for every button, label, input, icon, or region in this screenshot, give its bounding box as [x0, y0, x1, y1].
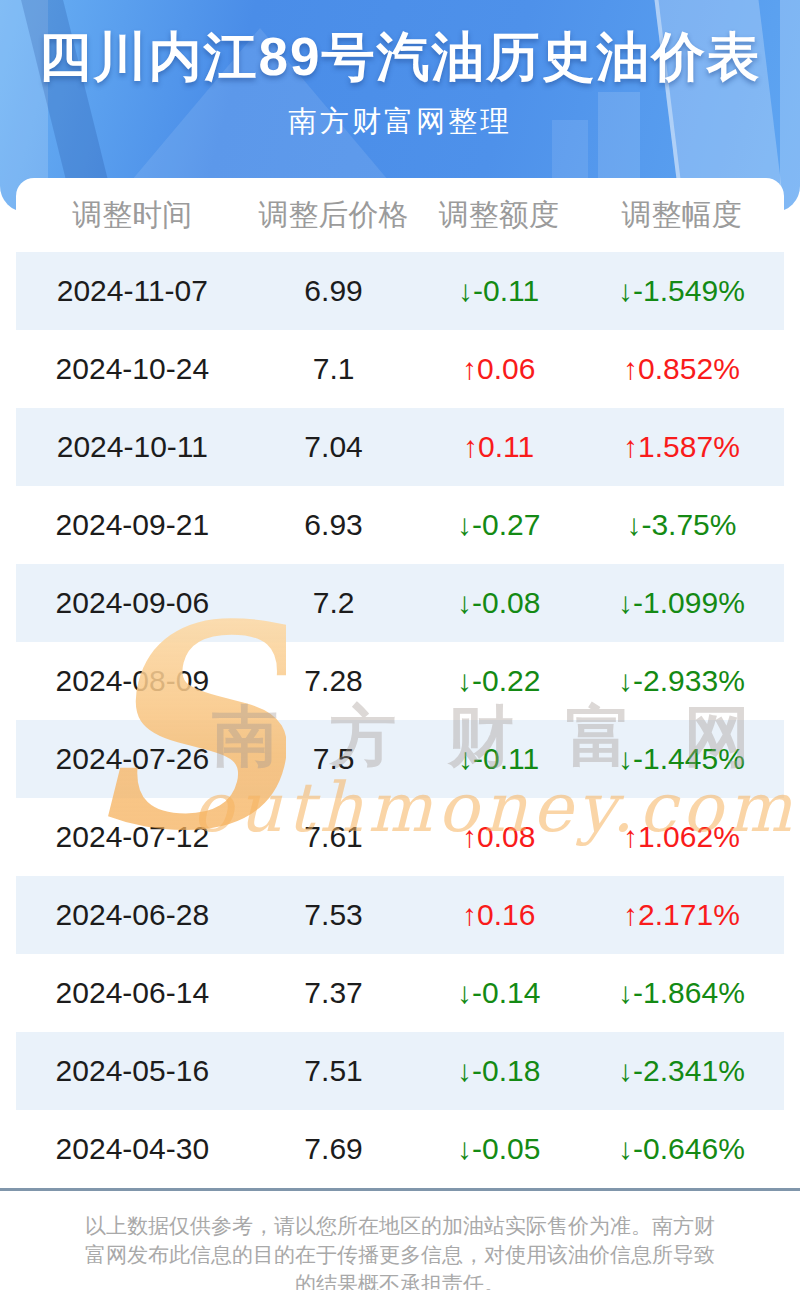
- row-change: ↓-0.11: [418, 742, 579, 776]
- row-change: ↑0.06: [418, 352, 579, 386]
- row-change: ↓-0.08: [418, 586, 579, 620]
- row-change: ↑0.11: [418, 430, 579, 464]
- row-price: 7.53: [249, 898, 419, 932]
- row-date: 2024-07-26: [16, 742, 249, 776]
- row-date: 2024-06-28: [16, 898, 249, 932]
- row-percent: ↓-1.864%: [579, 976, 784, 1010]
- row-change: ↓-0.11: [418, 274, 579, 308]
- table-row: 2024-09-21 6.93 ↓-0.27 ↓-3.75%: [16, 486, 784, 564]
- table-row: 2024-05-16 7.51 ↓-0.18 ↓-2.341%: [16, 1032, 784, 1110]
- table-row: 2024-09-06 7.2 ↓-0.08 ↓-1.099%: [16, 564, 784, 642]
- row-date: 2024-06-14: [16, 976, 249, 1010]
- row-change: ↑0.08: [418, 820, 579, 854]
- column-header-adjusted-price: 调整后价格: [249, 195, 419, 236]
- page-title: 四川内江89号汽油历史油价表: [0, 22, 800, 94]
- disclaimer-line: 富网发布此信息的目的在于传播更多信息，对使用该油价信息所导致: [0, 1240, 800, 1269]
- row-percent: ↑1.587%: [579, 430, 784, 464]
- table-row: 2024-08-09 7.28 ↓-0.22 ↓-2.933%: [16, 642, 784, 720]
- table-header-row: 调整时间 调整后价格 调整额度 调整幅度: [16, 178, 784, 252]
- row-price: 6.93: [249, 508, 419, 542]
- row-percent: ↓-0.646%: [579, 1132, 784, 1166]
- row-percent: ↑0.852%: [579, 352, 784, 386]
- row-percent: ↓-3.75%: [579, 508, 784, 542]
- column-header-adjust-time: 调整时间: [16, 195, 249, 236]
- row-date: 2024-05-16: [16, 1054, 249, 1088]
- price-table-card: 调整时间 调整后价格 调整额度 调整幅度 2024-11-07 6.99 ↓-0…: [16, 178, 784, 1188]
- row-change: ↓-0.05: [418, 1132, 579, 1166]
- disclaimer-line: 的结果概不承担责任。: [0, 1269, 800, 1290]
- disclaimer-line: 以上数据仅供参考，请以您所在地区的加油站实际售价为准。南方财: [0, 1211, 800, 1240]
- row-change: ↓-0.27: [418, 508, 579, 542]
- row-price: 7.69: [249, 1132, 419, 1166]
- page-subtitle: 南方财富网整理: [0, 102, 800, 142]
- row-change: ↓-0.14: [418, 976, 579, 1010]
- row-price: 7.51: [249, 1054, 419, 1088]
- row-price: 7.61: [249, 820, 419, 854]
- row-change: ↑0.16: [418, 898, 579, 932]
- row-date: 2024-04-30: [16, 1132, 249, 1166]
- row-date: 2024-08-09: [16, 664, 249, 698]
- row-date: 2024-07-12: [16, 820, 249, 854]
- table-row: 2024-10-24 7.1 ↑0.06 ↑0.852%: [16, 330, 784, 408]
- row-price: 7.2: [249, 586, 419, 620]
- table-row: 2024-06-28 7.53 ↑0.16 ↑2.171%: [16, 876, 784, 954]
- row-date: 2024-09-21: [16, 508, 249, 542]
- row-price: 7.04: [249, 430, 419, 464]
- disclaimer: 以上数据仅供参考，请以您所在地区的加油站实际售价为准。南方财 富网发布此信息的目…: [0, 1191, 800, 1290]
- row-price: 6.99: [249, 274, 419, 308]
- row-percent: ↓-2.341%: [579, 1054, 784, 1088]
- table-row: 2024-07-26 7.5 ↓-0.11 ↓-1.445%: [16, 720, 784, 798]
- row-percent: ↑1.062%: [579, 820, 784, 854]
- row-percent: ↓-1.099%: [579, 586, 784, 620]
- column-header-adjust-rate: 调整幅度: [579, 195, 784, 236]
- row-percent: ↓-2.933%: [579, 664, 784, 698]
- table-row: 2024-06-14 7.37 ↓-0.14 ↓-1.864%: [16, 954, 784, 1032]
- row-price: 7.1: [249, 352, 419, 386]
- row-price: 7.28: [249, 664, 419, 698]
- row-change: ↓-0.18: [418, 1054, 579, 1088]
- table-body: 2024-11-07 6.99 ↓-0.11 ↓-1.549% 2024-10-…: [16, 252, 784, 1188]
- row-price: 7.37: [249, 976, 419, 1010]
- row-date: 2024-11-07: [16, 274, 249, 308]
- column-header-adjust-amount: 调整额度: [418, 195, 579, 236]
- row-date: 2024-10-24: [16, 352, 249, 386]
- row-percent: ↓-1.445%: [579, 742, 784, 776]
- row-date: 2024-10-11: [16, 430, 249, 464]
- row-price: 7.5: [249, 742, 419, 776]
- row-date: 2024-09-06: [16, 586, 249, 620]
- table-row: 2024-10-11 7.04 ↑0.11 ↑1.587%: [16, 408, 784, 486]
- page: 四川内江89号汽油历史油价表 南方财富网整理 调整时间 调整后价格 调整额度 调…: [0, 0, 800, 1290]
- row-percent: ↓-1.549%: [579, 274, 784, 308]
- row-change: ↓-0.22: [418, 664, 579, 698]
- row-percent: ↑2.171%: [579, 898, 784, 932]
- footer-divider: [0, 1188, 800, 1191]
- table-row: 2024-04-30 7.69 ↓-0.05 ↓-0.646%: [16, 1110, 784, 1188]
- table-row: 2024-07-12 7.61 ↑0.08 ↑1.062%: [16, 798, 784, 876]
- table-row: 2024-11-07 6.99 ↓-0.11 ↓-1.549%: [16, 252, 784, 330]
